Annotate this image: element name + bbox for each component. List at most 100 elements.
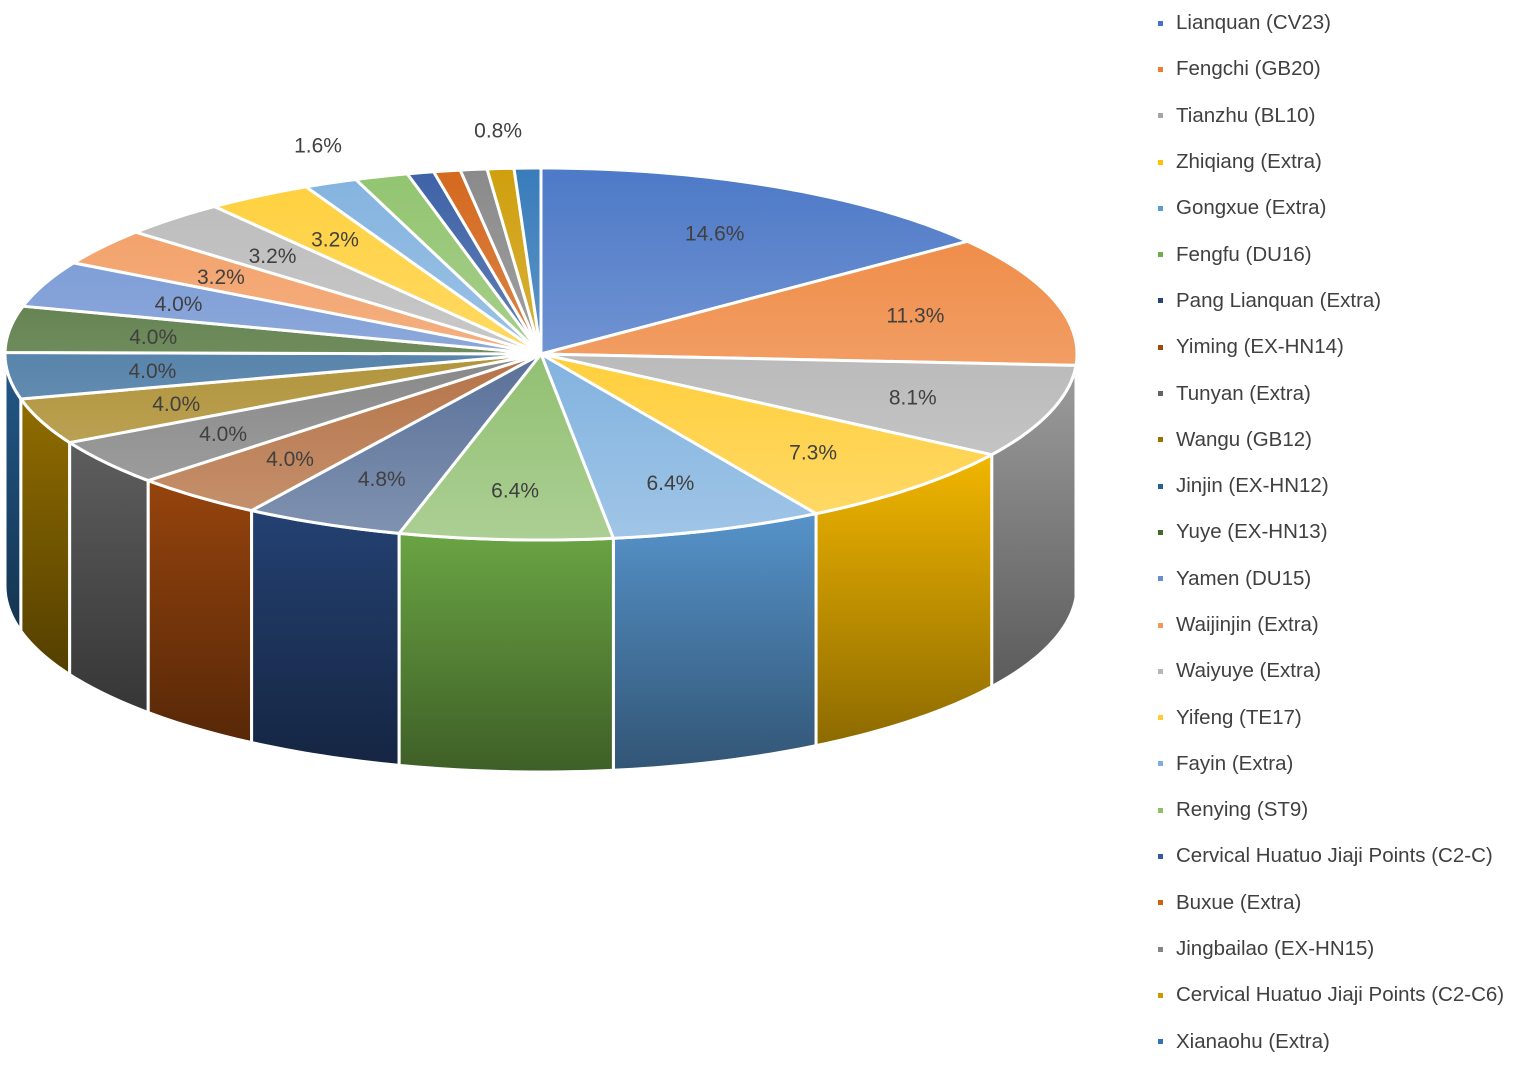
legend-label: Lianquan (CV23): [1176, 11, 1331, 35]
data-label-14: 3.2%: [197, 266, 245, 289]
legend-swatch: [1158, 807, 1163, 813]
pie-slice-10: [19, 352, 543, 445]
legend-item-7: Pang Lianquan (Extra): [1158, 278, 1533, 324]
legend-label: Cervical Huatuo Jiaji Points (C2-C6): [1176, 983, 1505, 1007]
pie-slice-5: [539, 352, 818, 540]
legend-item-12: Yuye (EX-HN13): [1158, 509, 1533, 555]
data-label-5: 6.4%: [646, 472, 694, 495]
legend-swatch: [1158, 20, 1163, 26]
data-label-15: 3.2%: [249, 245, 297, 268]
pie-side-9: [68, 441, 150, 715]
legend-label: Fengfu (DU16): [1176, 242, 1312, 266]
legend-label: Jinjin (EX-HN12): [1176, 474, 1329, 498]
data-label-10: 4.0%: [152, 393, 200, 416]
legend-swatch: [1158, 900, 1163, 906]
data-labels: 14.6% 11.3% 8.1% 7.3% 6.4% 6.4% 4.8% 4.0% 4.0% 4.…: [128, 119, 944, 502]
legend-item-3: Tianzhu (BL10): [1158, 93, 1533, 139]
legend-item-6: Fengfu (DU16): [1158, 231, 1533, 277]
legend-swatch: [1158, 668, 1163, 674]
legend-item-15: Waiyuye (Extra): [1158, 648, 1533, 694]
legend-item-5: Gongxue (Extra): [1158, 185, 1533, 231]
legend-item-22: Cervical Huatuo Jiaji Points (C2-C6): [1158, 972, 1533, 1018]
legend-label: Pang Lianquan (Extra): [1176, 288, 1382, 312]
data-label-1: 14.6%: [685, 222, 745, 245]
legend-label: Wangu (GB12): [1176, 427, 1312, 451]
pie-slice-18: [354, 172, 543, 356]
legend-item-8: Yiming (EX-HN14): [1158, 324, 1533, 370]
legend-swatch: [1158, 205, 1163, 211]
legend-item-18: Renying (ST9): [1158, 787, 1533, 833]
data-label-22: 0.8%: [474, 119, 522, 142]
legend-swatch: [1158, 298, 1163, 304]
data-label-13: 4.0%: [155, 293, 203, 316]
pie-side-10: [19, 397, 72, 677]
pie-slice-2: [539, 239, 1079, 367]
legend-label: Gongxue (Extra): [1176, 196, 1327, 220]
legend-swatch: [1158, 622, 1163, 628]
legend-swatch: [1158, 529, 1163, 535]
legend-label: Waiyuye (Extra): [1176, 659, 1322, 683]
data-label-9: 4.0%: [199, 423, 247, 446]
legend-item-16: Yifeng (TE17): [1158, 694, 1533, 740]
legend-item-23: Xianaohu (Extra): [1158, 1019, 1533, 1065]
data-label-7: 4.8%: [358, 468, 406, 491]
legend-label: Cervical Huatuo Jiaji Points (C2-C): [1176, 844, 1493, 868]
pie-side-7: [250, 509, 401, 767]
legend-swatch: [1158, 344, 1163, 350]
legend-item-19: Cervical Huatuo Jiaji Points (C2-C): [1158, 833, 1533, 879]
legend-label: Zhiqiang (Extra): [1176, 150, 1322, 174]
legend-label: Yamen (DU15): [1176, 566, 1312, 590]
legend-item-13: Yamen (DU15): [1158, 556, 1533, 602]
pie-slice-17: [304, 177, 543, 356]
pie-slice-23: [512, 166, 543, 356]
legend-item-1: Lianquan (CV23): [1158, 0, 1533, 46]
data-label-8: 4.0%: [266, 448, 314, 471]
pie-slice-3: [539, 352, 1078, 457]
legend-swatch: [1158, 761, 1163, 767]
legend-swatch: [1158, 113, 1163, 119]
legend-label: Fayin (Extra): [1176, 751, 1294, 775]
legend-item-17: Fayin (Extra): [1158, 741, 1533, 787]
legend-label: Jingbailao (EX-HN15): [1176, 937, 1375, 961]
legend-swatch: [1158, 437, 1163, 443]
legend-swatch: [1158, 252, 1163, 258]
pie-slice-11: [3, 351, 543, 401]
pie-slice-4: [539, 352, 994, 516]
data-label-3: 8.1%: [889, 386, 937, 409]
legend-label: Buxue (Extra): [1176, 890, 1302, 914]
legend-swatch: [1158, 946, 1163, 952]
legend-swatch: [1158, 391, 1163, 397]
legend-item-10: Wangu (GB12): [1158, 417, 1533, 463]
data-label-12: 4.0%: [129, 326, 177, 349]
data-label-17: 1.6%: [294, 135, 342, 158]
legend-label: Yiming (EX-HN14): [1176, 335, 1344, 359]
pie-slices: [3, 166, 1079, 542]
pie-slice-7: [250, 352, 543, 535]
legend-swatch: [1158, 853, 1163, 859]
legend-swatch: [1158, 715, 1163, 721]
pie-slice-13: [21, 261, 543, 356]
legend-swatch: [1158, 992, 1163, 998]
pie-side-8: [146, 479, 254, 745]
legend-label: Tianzhu (BL10): [1176, 103, 1316, 127]
legend-label: Fengchi (GB20): [1176, 57, 1321, 81]
legend-swatch: [1158, 66, 1163, 72]
legend-item-4: Zhiqiang (Extra): [1158, 139, 1533, 185]
legend-label: Yuye (EX-HN13): [1176, 520, 1328, 544]
pie-slice-1: [539, 166, 969, 356]
legend-item-9: Tunyan (Extra): [1158, 370, 1533, 416]
legend-label: Waijinjin (Extra): [1176, 613, 1319, 636]
pie-slice-9: [68, 352, 543, 483]
data-label-11: 4.0%: [128, 360, 176, 383]
legend-label: Xianaohu (Extra): [1176, 1029, 1330, 1053]
legend-swatch: [1158, 1039, 1163, 1045]
legend-swatch: [1158, 576, 1163, 582]
data-label-16: 3.2%: [311, 229, 359, 252]
legend-item-20: Buxue (Extra): [1158, 880, 1533, 926]
pie-slice-16: [212, 185, 543, 356]
legend-label: Tunyan (Extra): [1176, 381, 1311, 405]
legend-label: Yifeng (TE17): [1176, 705, 1302, 729]
data-label-4: 7.3%: [789, 442, 837, 465]
pie-slice-15: [134, 205, 543, 356]
